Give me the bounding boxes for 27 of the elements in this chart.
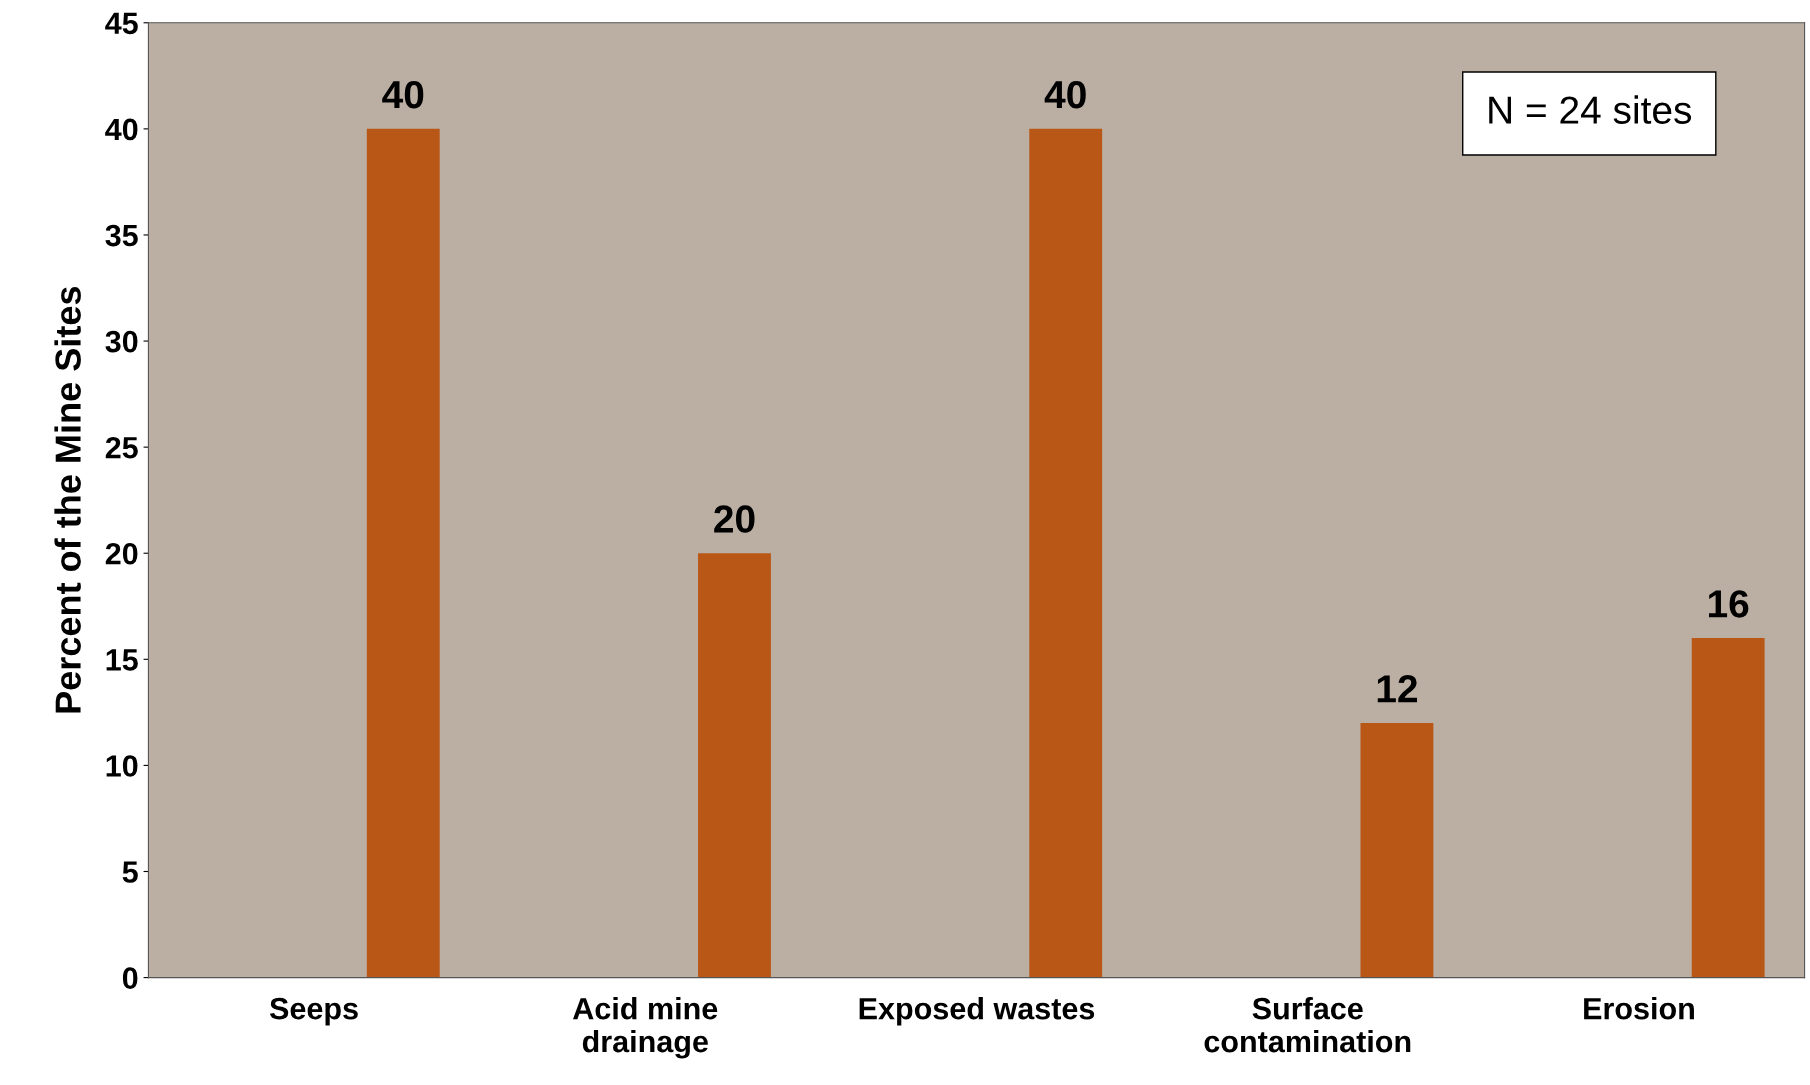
y-tick-label: 15 [106,649,138,671]
y-tick-label: 5 [122,861,138,883]
x-tick-label: Acid mine drainage [573,997,718,1059]
y-tick-label: 30 [105,330,138,353]
y-tick-label: 20 [105,542,138,565]
bar [1360,722,1434,978]
data-label: 16 [1708,590,1749,618]
annotation: N = 24 sites [1489,95,1692,124]
y-tick-label: 45 [105,12,138,35]
y-tick-label: 25 [105,436,138,459]
data-label: 20 [714,505,755,533]
bar [366,128,440,978]
bar [1029,128,1103,978]
data-label: 12 [1377,675,1418,703]
data-label: 40 [382,80,424,109]
data-label: 40 [1044,80,1086,109]
x-tick-label: Erosion [1584,997,1694,1020]
y-tick-label: 0 [122,967,138,989]
y-tick-label: 40 [105,118,138,141]
y-tick-label: 35 [105,224,138,247]
x-tick-label: Exposed wastes [859,997,1095,1026]
y-tick-label: 10 [106,755,138,777]
bar [698,553,771,978]
x-tick-label: Seeps [269,997,358,1026]
bar [1691,638,1765,978]
x-tick-label: Surface contamination [1204,997,1411,1053]
y-axis-title: Percent of the Mine Sites [54,286,81,713]
